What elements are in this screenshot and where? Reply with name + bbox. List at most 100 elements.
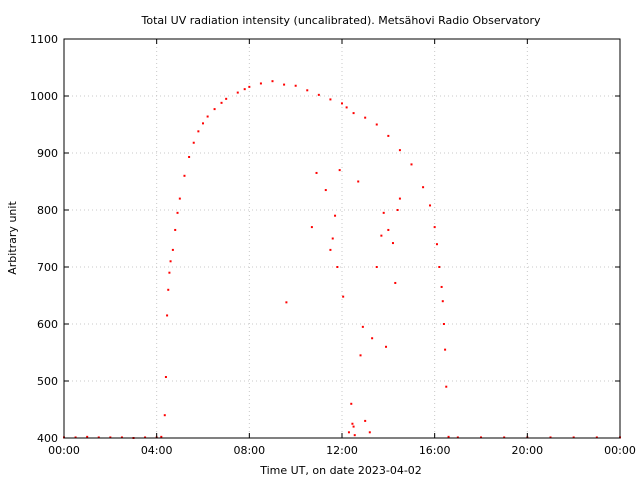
data-point [294,84,297,87]
y-tick-label: 700 [37,261,58,274]
data-point [168,271,171,274]
data-point [382,211,385,214]
data-point [271,80,274,83]
data-point [361,325,364,328]
data-point [364,116,367,119]
data-point [396,209,399,211]
data-point [391,242,394,245]
y-tick-label: 900 [37,147,58,160]
data-point [97,436,100,439]
data-point [441,300,444,303]
data-point [351,422,354,425]
data-point [352,112,355,115]
data-point [202,122,204,125]
y-tick-label: 1000 [30,90,58,103]
data-point [394,281,397,284]
data-point [86,435,89,438]
data-point [447,435,450,438]
data-point [350,402,353,405]
y-axis-label: Arbitrary unit [6,201,19,275]
data-point [387,134,390,137]
x-tick-label: 20:00 [511,444,543,457]
x-tick-label: 00:00 [48,444,80,457]
data-point [163,414,166,417]
data-points [63,80,621,439]
data-point [595,436,598,439]
data-point [176,211,179,214]
data-point [438,266,441,268]
y-tick-label: 1100 [30,33,58,46]
data-point [429,204,432,207]
data-point [167,288,170,291]
data-point [341,102,343,105]
x-tick-label: 12:00 [326,444,358,457]
y-tick-label: 600 [37,318,58,331]
data-point [336,266,339,268]
data-point [422,186,425,189]
data-point [144,436,147,439]
data-point [345,106,348,109]
data-point [440,285,443,288]
data-point [435,243,438,246]
data-point [353,434,356,437]
data-point [74,436,77,439]
data-point [317,93,320,96]
x-tick-label: 00:00 [604,444,636,457]
data-point [213,108,216,111]
data-point [329,248,332,251]
data-point [433,226,436,229]
data-point [120,436,123,439]
data-point [456,436,459,439]
data-point [364,419,367,422]
data-point [444,348,447,351]
chart-title: Total UV radiation intensity (uncalibrat… [141,14,541,27]
y-tick-label: 800 [37,204,58,217]
data-point [178,197,181,200]
data-point [315,171,318,174]
data-point [442,323,445,325]
data-point [334,214,337,217]
data-point [259,82,262,85]
data-point [220,101,223,104]
data-point [410,163,413,166]
grid-lines [64,39,620,438]
data-point [375,266,378,268]
data-point [243,88,246,91]
data-point [225,97,228,100]
data-point [183,174,186,177]
data-point [329,98,332,101]
data-point [197,130,200,133]
data-point [342,295,345,298]
data-point [352,425,355,428]
data-point [375,123,378,126]
data-point [347,431,350,434]
axis-ticks: 00:00 04:00 08:00 12:00 16:00 20:00 00:0040050… [30,33,636,457]
data-point [192,141,195,144]
data-point [385,345,388,348]
data-point [166,314,169,317]
y-tick-label: 400 [37,432,58,445]
x-tick-label: 16:00 [419,444,451,457]
data-point [283,83,286,86]
data-point [160,435,163,438]
data-point [164,376,167,379]
data-point [285,301,288,304]
data-point [572,436,575,439]
data-point [371,337,374,340]
data-point [359,354,362,357]
data-point [380,234,383,237]
data-point [324,189,327,192]
data-point [236,91,239,94]
data-point [306,89,309,92]
data-point [398,197,401,200]
data-point [445,385,448,388]
data-point [310,226,313,229]
x-axis-label: Time UT, on date 2023-04-02 [259,464,422,477]
data-point [357,180,360,183]
data-point [169,260,172,263]
data-point [503,436,506,439]
data-point [338,169,341,172]
data-point [206,115,209,118]
